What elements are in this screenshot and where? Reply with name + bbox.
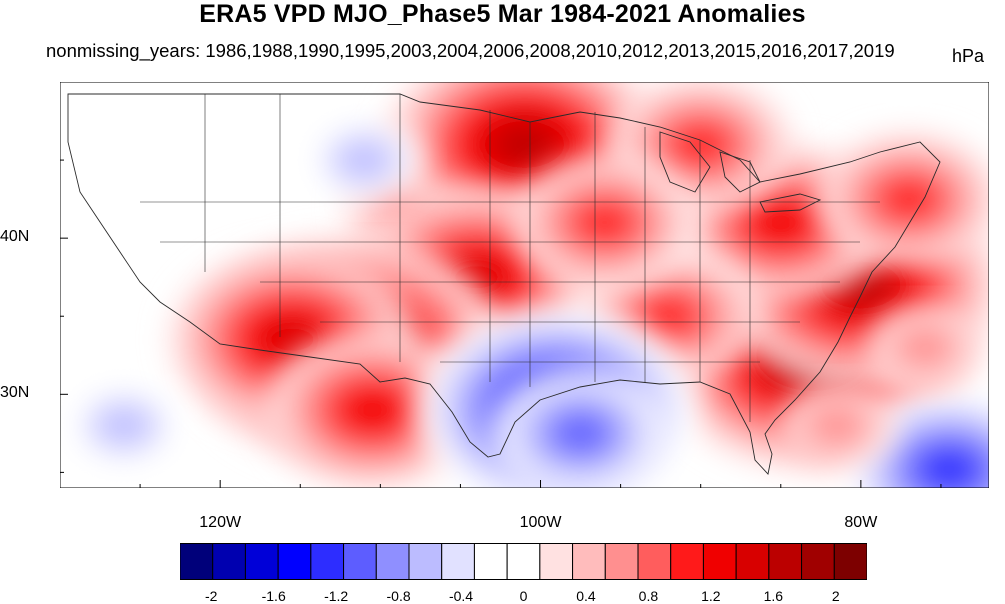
- colorbar-label: 0: [519, 588, 528, 604]
- colorbar-label: 1.2: [701, 588, 721, 604]
- colorbar-box: [310, 543, 345, 580]
- colorbar-box: [244, 543, 279, 580]
- anomaly-contour: [881, 179, 936, 220]
- colorbar-box: [604, 543, 639, 580]
- anomaly-contour: [921, 449, 976, 488]
- anomaly-center: [512, 154, 697, 291]
- anomaly-contour: [97, 405, 152, 446]
- colorbar-box: [735, 543, 770, 580]
- colorbar-box: [637, 543, 672, 580]
- anomaly-contour: [553, 413, 608, 454]
- anomaly-center: [304, 116, 424, 205]
- colorbar-box: [539, 543, 574, 580]
- anomaly-contour: [641, 296, 696, 337]
- colorbar-box: [408, 543, 443, 580]
- colorbar-box: [833, 543, 867, 580]
- anomaly-contour: [345, 389, 400, 430]
- colorbar-box: [212, 543, 246, 580]
- anomaly-map: [60, 82, 989, 488]
- colorbar-box: [375, 543, 410, 580]
- anomaly-center: [64, 381, 184, 470]
- boundaries: [67, 93, 941, 475]
- colorbar-boxes: [180, 543, 867, 580]
- colorbar-label: -0.8: [386, 588, 411, 604]
- colorbar-label: -2: [204, 588, 218, 604]
- lon-label: 120W: [199, 514, 242, 531]
- plot-title: ERA5 VPD MJO_Phase5 Mar 1984-2021 Anomal…: [199, 0, 806, 28]
- colorbar-label: 0.4: [576, 588, 596, 604]
- colorbar-box: [702, 543, 737, 580]
- state-lines-north-south: [204, 94, 751, 422]
- units-label: hPa: [952, 46, 985, 66]
- colorbar-box: [572, 543, 606, 580]
- anomaly-field: [60, 82, 989, 488]
- colorbar-box: [343, 543, 377, 580]
- map-canvas: [60, 82, 989, 488]
- subtitle-prefix: nonmissing_years:: [46, 40, 206, 61]
- anomaly-center: [60, 85, 112, 126]
- anomaly-contour: [337, 140, 392, 181]
- colorbar-box: [506, 543, 541, 580]
- anomaly-contour: [60, 85, 112, 126]
- anomaly-center: [488, 365, 673, 488]
- lon-label: 80W: [844, 514, 878, 531]
- state-lines-east-west: [140, 201, 880, 363]
- colorbar-label: 0.8: [638, 588, 659, 604]
- anomaly-contour: [753, 202, 808, 243]
- colorbar-box: [180, 543, 214, 580]
- subtitle-years: 1986,1988,1990,1995,2003,2004,2006,2008,…: [205, 40, 895, 61]
- colorbar-label: 2: [831, 588, 840, 604]
- anomaly-contour: [809, 405, 864, 446]
- colorbar-label: -1.6: [261, 588, 286, 604]
- colorbar-box: [473, 543, 508, 580]
- anomaly-contour: [673, 124, 728, 165]
- lon-label: 100W: [519, 514, 562, 531]
- colorbar-box: [670, 543, 704, 580]
- lat-label: 30N: [0, 384, 30, 402]
- colorbar-box: [441, 543, 475, 580]
- colorbar-label: 1.6: [763, 588, 784, 604]
- colorbar-box: [768, 543, 803, 580]
- anomaly-center: [865, 303, 985, 392]
- anomaly-center: [777, 381, 897, 470]
- anomaly-contour: [577, 202, 632, 243]
- anomaly-contour: [897, 327, 952, 368]
- colorbar-box: [277, 543, 312, 580]
- country-outline: [67, 93, 941, 475]
- map-ticks: [60, 82, 942, 488]
- lat-label: 40N: [0, 228, 30, 246]
- colorbar-box: [801, 543, 835, 580]
- plot-subtitle: nonmissing_years: 1986,1988,1990,1995,20…: [46, 40, 895, 62]
- anomaly-contour: [497, 124, 552, 165]
- colorbar-label: -1.2: [324, 588, 349, 604]
- colorbar-label: -0.4: [448, 588, 474, 604]
- colorbar: [180, 543, 867, 580]
